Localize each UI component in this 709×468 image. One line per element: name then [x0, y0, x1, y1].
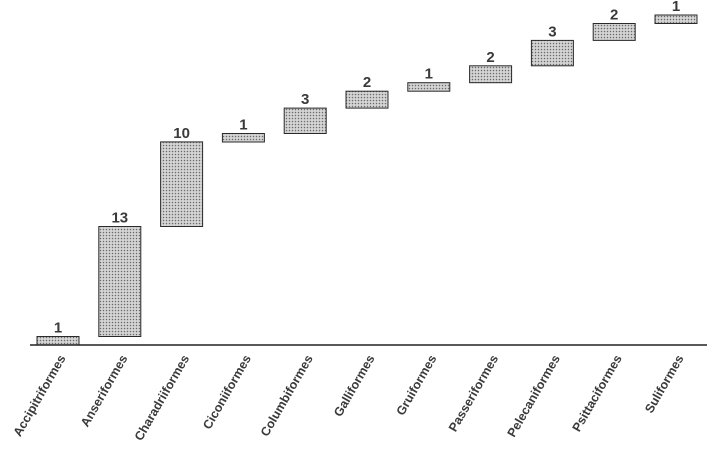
bar-suliformes: [654, 14, 698, 24]
tick-label-passeriformes: Passeriformes: [446, 352, 501, 434]
bar-charadriiformes: [160, 141, 204, 227]
bars-group: [36, 14, 698, 346]
tick-labels-group: Accipitriformes Anseriformes Charadriiform…: [11, 352, 687, 443]
bar-passeriformes: [469, 65, 513, 84]
tick-label-ciconiiformes: Ciconiiformes: [200, 352, 254, 431]
tick-label-accipitriformes: Accipitriformes: [11, 352, 69, 438]
tick-label-pelecaniformes: Pelecaniformes: [505, 352, 563, 439]
data-label-passeriformes: 2: [486, 49, 494, 66]
tick-label-galliformes: Galliformes: [331, 352, 378, 419]
data-label-charadriiformes: 10: [173, 125, 190, 142]
tick-label-gruiformes: Gruiformes: [394, 352, 440, 417]
data-label-columbiformes: 3: [301, 91, 309, 108]
tick-label-psittaciformes: Psittaciformes: [570, 352, 625, 434]
tick-label-columbiformes: Columbiformes: [258, 352, 316, 438]
bar-columbiformes: [283, 107, 327, 134]
data-label-ciconiiformes: 1: [239, 117, 247, 134]
data-label-accipitriformes: 1: [54, 320, 62, 337]
bar-psittaciformes: [592, 23, 636, 41]
data-label-suliformes: 1: [672, 0, 680, 15]
tick-label-suliformes: Suliformes: [642, 352, 686, 415]
data-label-galliformes: 2: [363, 74, 371, 91]
bar-anseriformes: [98, 226, 142, 337]
data-label-gruiformes: 1: [425, 66, 433, 83]
tick-label-anseriformes: Anseriformes: [78, 352, 130, 429]
bar-galliformes: [345, 90, 389, 109]
bar-gruiformes: [407, 82, 451, 92]
bar-pelecaniformes: [530, 39, 574, 67]
bar-accipitriformes: [36, 336, 80, 346]
bar-ciconiiformes: [221, 133, 265, 143]
data-label-psittaciformes: 2: [610, 7, 618, 24]
data-label-pelecaniformes: 3: [548, 23, 556, 40]
tick-label-charadriiformes: Charadriiformes: [132, 352, 192, 443]
data-label-anseriformes: 13: [111, 210, 128, 227]
